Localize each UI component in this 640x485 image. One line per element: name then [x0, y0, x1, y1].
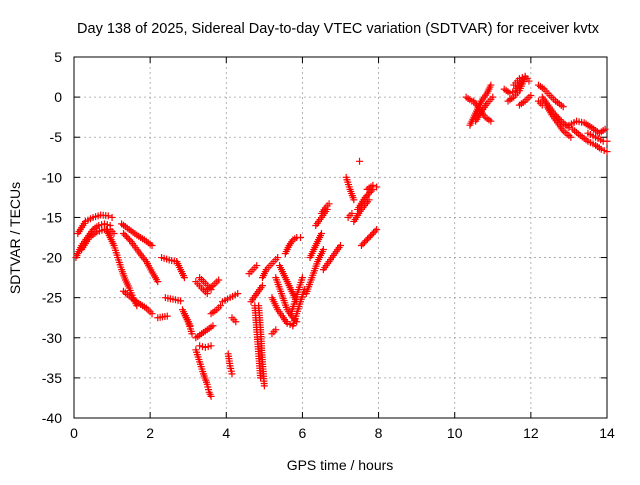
- grid: [74, 57, 607, 418]
- data-point-fill: [124, 234, 132, 242]
- chart-title: Day 138 of 2025, Sidereal Day-to-day VTE…: [77, 21, 600, 37]
- data-point: [154, 278, 162, 286]
- data-point: [119, 229, 127, 237]
- data-point: [180, 274, 188, 282]
- data-point: [361, 193, 369, 201]
- data-point: [163, 312, 171, 320]
- x-tick-label: 0: [70, 425, 78, 441]
- data-point: [603, 137, 611, 145]
- data-point-fill: [364, 235, 372, 243]
- data-point: [373, 225, 381, 233]
- x-tick-label: 12: [523, 425, 539, 441]
- data-point: [253, 262, 261, 270]
- data-point: [234, 290, 242, 298]
- data-point-fill: [370, 229, 378, 237]
- data-point: [603, 148, 611, 156]
- data-point: [350, 196, 358, 204]
- data-point: [365, 234, 373, 241]
- y-tick-label: -15: [42, 209, 62, 225]
- data-point: [487, 81, 495, 89]
- y-tick-label: -20: [42, 250, 62, 266]
- data-point: [217, 302, 225, 310]
- data-point: [260, 382, 268, 390]
- data-point: [337, 242, 344, 250]
- x-tick-label: 10: [447, 425, 463, 441]
- data-point: [369, 181, 377, 189]
- data-points: [72, 72, 611, 400]
- data-point-fill: [368, 230, 376, 238]
- data-point: [356, 157, 364, 165]
- data-point-fill: [362, 237, 370, 245]
- data-point-fill: [123, 233, 131, 241]
- x-tick-label: 8: [375, 425, 383, 441]
- data-point: [258, 282, 266, 290]
- data-point: [538, 101, 546, 109]
- data-point: [257, 374, 265, 382]
- data-point: [601, 125, 609, 133]
- data-point: [357, 242, 365, 250]
- data-point: [148, 310, 156, 318]
- y-axis: 5 0 -5 -10 -15 -20 -25 -30 -35 -40: [42, 49, 607, 426]
- data-point-fill: [121, 231, 129, 239]
- x-tick-label: 14: [599, 425, 615, 441]
- y-tick-label: -40: [42, 410, 62, 426]
- plot-frame: [73, 56, 608, 419]
- data-point: [319, 246, 327, 254]
- y-tick-label: -30: [42, 330, 62, 346]
- data-point: [489, 93, 497, 101]
- data-point: [148, 242, 156, 250]
- y-tick-label: -25: [42, 290, 62, 306]
- data-point-fill: [360, 238, 368, 246]
- data-point-fill: [363, 192, 371, 200]
- data-point-fill: [364, 190, 372, 198]
- data-point: [567, 133, 575, 141]
- y-tick-label: -10: [42, 169, 62, 185]
- data-point-fill: [126, 236, 134, 244]
- data-point-fill: [359, 240, 367, 248]
- data-point: [104, 212, 112, 220]
- data-point: [468, 97, 476, 105]
- data-point: [325, 200, 333, 208]
- data-point: [297, 234, 305, 241]
- y-tick-label: -35: [42, 370, 62, 386]
- data-point: [207, 342, 215, 350]
- y-tick-label: 5: [54, 49, 62, 65]
- data-point: [527, 92, 535, 100]
- data-point: [274, 254, 282, 262]
- x-axis: 0 2 4 6 8 10 12 14: [70, 57, 615, 441]
- data-point: [298, 274, 306, 282]
- data-point: [177, 297, 185, 305]
- data-point: [559, 103, 567, 111]
- y-tick-label: -5: [50, 129, 63, 145]
- data-point: [215, 276, 223, 284]
- data-point-fill: [367, 232, 375, 240]
- data-point: [228, 370, 236, 378]
- x-tick-label: 2: [146, 425, 154, 441]
- data-point: [108, 213, 116, 221]
- data-point: [525, 77, 533, 85]
- data-point: [272, 326, 280, 334]
- x-tick-label: 4: [222, 425, 230, 441]
- y-tick-label: 0: [54, 89, 62, 105]
- data-point: [487, 117, 495, 125]
- data-point: [232, 318, 240, 326]
- data-point: [188, 330, 196, 338]
- data-point-fill: [371, 227, 379, 235]
- x-axis-label: GPS time / hours: [287, 457, 394, 473]
- y-axis-label: SDTVAR / TECUs: [7, 182, 23, 294]
- data-point: [209, 322, 217, 330]
- data-point: [317, 229, 325, 237]
- data-point: [373, 183, 381, 191]
- data-point: [348, 209, 356, 217]
- x-tick-label: 6: [299, 425, 307, 441]
- data-point: [207, 392, 215, 400]
